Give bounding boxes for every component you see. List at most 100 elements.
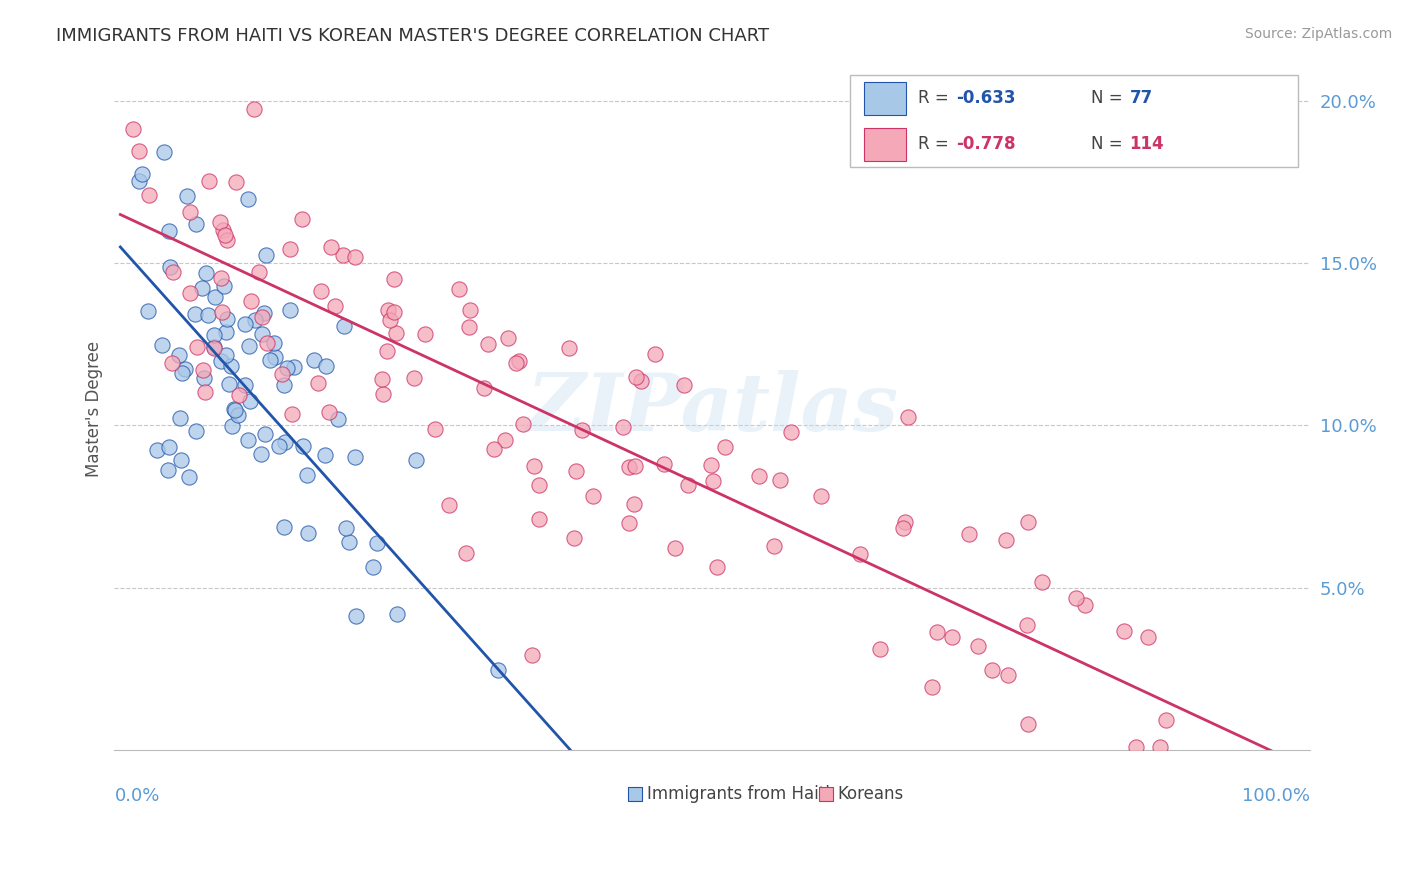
Point xyxy=(582,489,605,503)
Point xyxy=(925,624,948,639)
Point xyxy=(527,511,550,525)
Point xyxy=(278,303,301,318)
Point xyxy=(233,378,256,392)
Point xyxy=(219,359,242,373)
Point xyxy=(571,423,593,437)
Point xyxy=(1015,618,1038,632)
Point xyxy=(848,547,870,561)
Point xyxy=(314,448,336,462)
Point xyxy=(966,639,988,653)
Point xyxy=(214,227,236,242)
Point xyxy=(302,352,325,367)
Point xyxy=(226,408,249,422)
Point xyxy=(150,338,173,352)
Point xyxy=(384,326,406,341)
Point xyxy=(247,265,270,279)
Point xyxy=(423,422,446,436)
Point xyxy=(162,265,184,279)
Point xyxy=(153,145,176,160)
Point xyxy=(508,353,530,368)
Point xyxy=(343,450,366,464)
Point xyxy=(456,546,478,560)
Point xyxy=(748,469,770,483)
Point xyxy=(612,420,634,434)
Point xyxy=(273,520,295,534)
Point xyxy=(1112,624,1135,638)
Point xyxy=(273,378,295,392)
Point xyxy=(159,260,181,274)
Point xyxy=(307,376,329,390)
Point xyxy=(208,215,231,229)
Point xyxy=(482,442,505,456)
Point xyxy=(1064,591,1087,606)
Point xyxy=(523,459,546,474)
Point xyxy=(779,425,801,440)
Text: -0.778: -0.778 xyxy=(956,136,1015,153)
Point xyxy=(810,489,832,503)
Point xyxy=(202,340,225,354)
FancyBboxPatch shape xyxy=(849,75,1298,168)
Text: N =: N = xyxy=(1091,89,1123,107)
Point xyxy=(243,102,266,116)
Point xyxy=(160,356,183,370)
Point xyxy=(194,385,217,400)
Point xyxy=(176,189,198,203)
Point xyxy=(624,370,647,384)
Point xyxy=(326,411,349,425)
Point xyxy=(361,560,384,574)
Text: IMMIGRANTS FROM HAITI VS KOREAN MASTER'S DEGREE CORRELATION CHART: IMMIGRANTS FROM HAITI VS KOREAN MASTER'S… xyxy=(56,27,769,45)
Point xyxy=(762,539,785,553)
Point xyxy=(941,630,963,644)
Point xyxy=(894,515,917,529)
Point xyxy=(136,303,159,318)
Point xyxy=(1154,713,1177,727)
Text: -0.633: -0.633 xyxy=(956,89,1015,107)
Point xyxy=(869,642,891,657)
Point xyxy=(477,337,499,351)
Point xyxy=(250,310,273,324)
Point xyxy=(494,434,516,448)
Point xyxy=(167,348,190,362)
Point xyxy=(186,340,208,354)
Point xyxy=(253,306,276,320)
Point xyxy=(318,405,340,419)
Point xyxy=(172,366,194,380)
Point xyxy=(529,478,551,492)
Point xyxy=(713,441,735,455)
Point xyxy=(233,317,256,331)
Point xyxy=(664,541,686,555)
Point xyxy=(276,360,298,375)
Point xyxy=(214,279,236,293)
Point xyxy=(240,294,263,309)
Point xyxy=(375,343,398,358)
Point xyxy=(128,174,150,188)
Point xyxy=(239,393,262,408)
Point xyxy=(335,521,357,535)
Point xyxy=(122,122,145,136)
Point xyxy=(644,347,666,361)
Point xyxy=(617,459,640,474)
Point xyxy=(652,458,675,472)
Point xyxy=(371,372,394,386)
Point xyxy=(157,224,180,238)
Point xyxy=(702,474,724,488)
Point xyxy=(215,233,238,247)
Text: N =: N = xyxy=(1091,136,1123,153)
Text: 100.0%: 100.0% xyxy=(1243,788,1310,805)
Point xyxy=(617,516,640,531)
Text: R =: R = xyxy=(918,89,949,107)
Point xyxy=(413,326,436,341)
Point xyxy=(238,338,260,352)
Point xyxy=(371,387,394,401)
Point xyxy=(169,411,191,425)
Point xyxy=(228,388,250,402)
Point xyxy=(291,211,314,226)
Point xyxy=(315,359,337,374)
Point xyxy=(1137,630,1160,644)
Point xyxy=(505,356,527,370)
Point xyxy=(194,267,217,281)
Point xyxy=(366,535,388,549)
Point xyxy=(337,534,360,549)
Point xyxy=(309,284,332,298)
Point xyxy=(236,192,259,206)
